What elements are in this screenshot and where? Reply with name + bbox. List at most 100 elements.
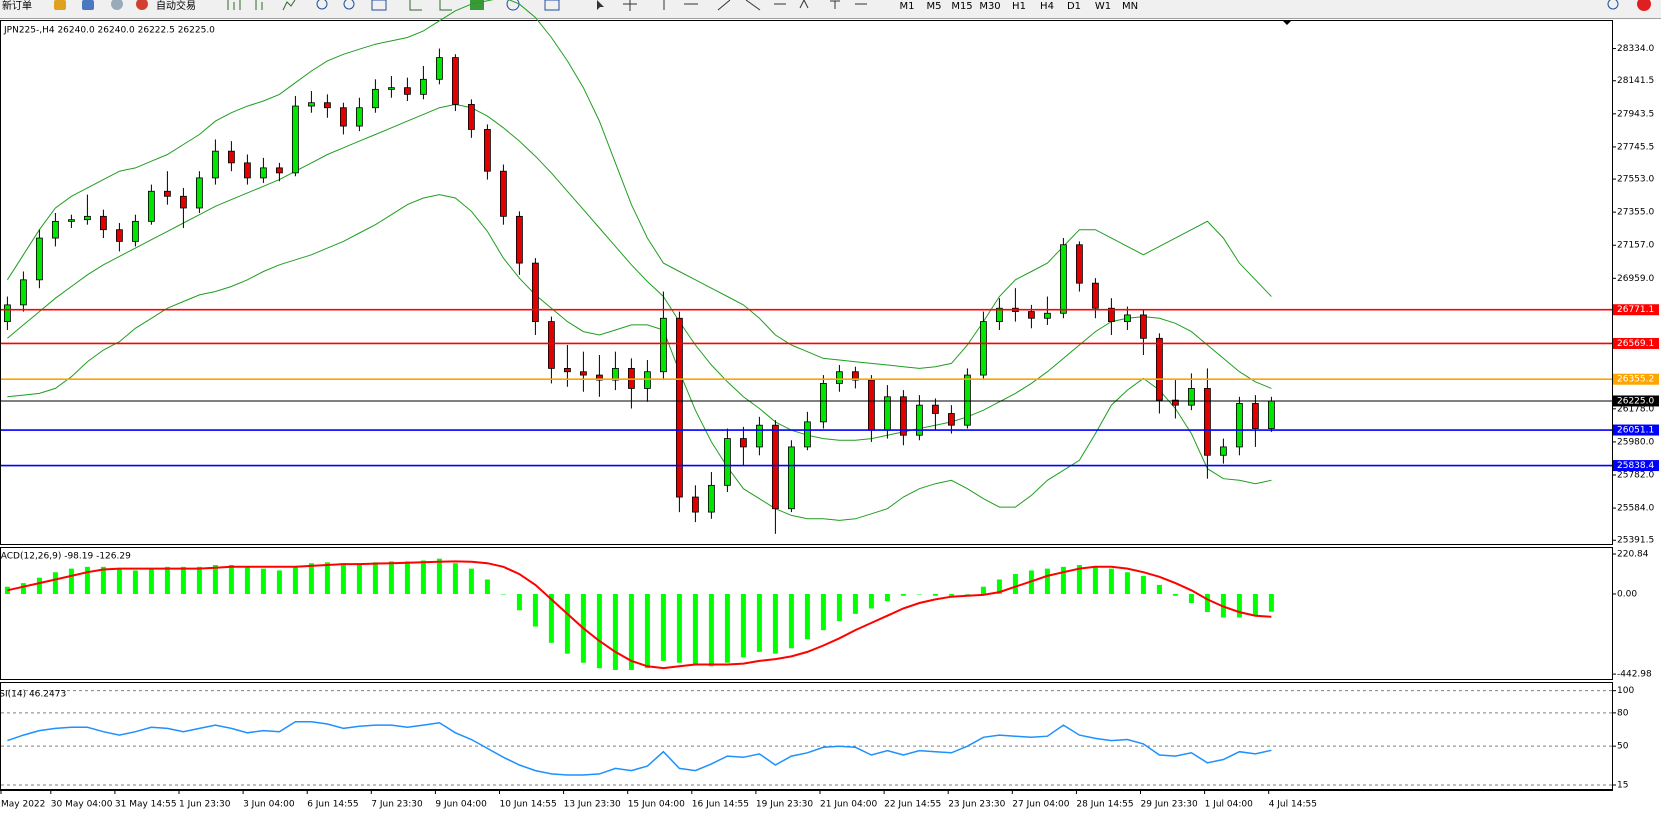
candle-body <box>580 371 587 376</box>
timeframe-button[interactable]: H4 <box>1040 1 1054 12</box>
chart-title: JPN225-,H4 26240.0 26240.0 26222.5 26225… <box>3 26 215 36</box>
timeframe-button[interactable]: M15 <box>951 1 972 12</box>
candle-chart-icon[interactable] <box>255 0 263 10</box>
price-label-box <box>1613 460 1659 472</box>
toolbar-icon[interactable] <box>111 0 123 10</box>
notification-icon[interactable] <box>1637 0 1651 11</box>
x-tick-label: 9 Jun 04:00 <box>435 800 487 810</box>
macd-bar <box>1124 572 1130 594</box>
price-label: 26051.1 <box>1617 426 1654 436</box>
cursor-icon[interactable] <box>597 0 604 10</box>
timeframe-button[interactable]: M1 <box>900 1 915 12</box>
candle-body <box>564 367 571 373</box>
main-panel-frame <box>0 20 1613 545</box>
x-tick-label: 28 Jun 14:55 <box>1076 800 1133 810</box>
tile-icon[interactable] <box>371 0 387 11</box>
toolbar-icon[interactable] <box>54 0 66 10</box>
timeframe-button[interactable]: H1 <box>1012 1 1026 12</box>
candle-body <box>900 396 907 436</box>
y-tick-label: 27943.5 <box>1617 109 1654 119</box>
candle-body <box>868 379 875 431</box>
macd-bar <box>276 570 282 594</box>
candle-body <box>1220 446 1227 456</box>
candle-body <box>163 190 171 197</box>
candle-body <box>307 102 315 107</box>
candle-body <box>628 367 635 389</box>
search-icon[interactable] <box>1607 0 1619 10</box>
candle-body <box>1076 244 1083 284</box>
macd-bar <box>772 593 778 654</box>
y-tick-label: 27355.0 <box>1617 208 1654 218</box>
y-tick-label: 25980.0 <box>1617 437 1654 447</box>
macd-bar <box>196 566 202 594</box>
macd-bar <box>676 593 682 663</box>
x-tick-label: 31 May 14:55 <box>115 800 177 810</box>
macd-bar <box>756 593 762 652</box>
macd-bar <box>1172 593 1178 596</box>
macd-bar <box>820 593 826 631</box>
new-order-button[interactable]: 新订单 <box>2 0 32 12</box>
macd-bar <box>20 583 26 594</box>
macd-bar <box>836 593 842 622</box>
shift-icons[interactable] <box>409 0 452 11</box>
y-tick-label: 25391.5 <box>1617 536 1654 546</box>
macd-bar <box>948 593 954 596</box>
macd-bar <box>852 593 858 614</box>
x-tick-label: 15 Jun 04:00 <box>628 800 685 810</box>
text-icons[interactable] <box>799 0 867 9</box>
indicator-icon[interactable] <box>470 0 484 10</box>
macd-bar <box>1140 575 1146 594</box>
timeframe-button[interactable]: M5 <box>927 1 942 12</box>
price-label: 26569.1 <box>1617 339 1654 349</box>
bollinger-band <box>7 103 1272 441</box>
candle-body <box>291 105 299 174</box>
candle-body <box>451 57 459 105</box>
x-tick-label: 22 Jun 14:55 <box>884 800 941 810</box>
y-tick-label: 27553.0 <box>1617 175 1654 185</box>
auto-trading-icon[interactable] <box>136 0 148 10</box>
y-tick-label: -442.98 <box>1617 670 1652 680</box>
rsi-panel-frame <box>0 682 1613 790</box>
drawing-icons[interactable] <box>663 0 786 11</box>
candle-body <box>644 371 651 389</box>
timeframe-button[interactable]: D1 <box>1067 1 1081 12</box>
macd-bar <box>692 593 698 665</box>
candle-body <box>1268 400 1275 429</box>
line-chart-icon[interactable] <box>282 0 296 11</box>
candle-body <box>932 404 939 414</box>
macd-bar <box>708 593 714 667</box>
timeframe-button[interactable]: W1 <box>1095 1 1111 12</box>
timeframe-button[interactable]: M30 <box>979 1 1000 12</box>
candle-body <box>467 103 475 130</box>
template-icon[interactable] <box>544 0 560 11</box>
rsi-line <box>7 720 1272 776</box>
x-tick-label: 29 Jun 23:30 <box>1141 800 1198 810</box>
zoom-out-icon[interactable] <box>343 0 355 10</box>
bar-chart-icon[interactable] <box>227 0 241 10</box>
candle-body <box>100 215 107 231</box>
candle-body <box>1108 307 1115 322</box>
candle-body <box>243 162 251 179</box>
price-label-box <box>1613 373 1659 385</box>
price-label: 26355.2 <box>1617 375 1654 385</box>
x-tick-label: 16 Jun 14:55 <box>692 800 749 810</box>
macd-bar <box>596 593 602 669</box>
macd-bar <box>212 565 218 594</box>
toolbar-icon[interactable] <box>82 0 94 10</box>
x-tick-label: 3 Jun 04:00 <box>243 800 295 810</box>
zoom-in-icon[interactable] <box>316 0 328 10</box>
macd-bar <box>244 566 250 594</box>
rsi-title: RSI(14) 46.2473 <box>0 690 66 700</box>
candle-body <box>1124 314 1131 322</box>
timeframe-button[interactable]: MN <box>1122 1 1138 12</box>
macd-bar <box>340 563 346 594</box>
macd-bar <box>564 593 570 654</box>
y-tick-label: 220.84 <box>1617 549 1649 559</box>
candle-body <box>596 374 603 381</box>
y-tick-label: 100 <box>1617 686 1634 696</box>
crosshair-icon[interactable] <box>623 0 637 11</box>
candle-body <box>403 87 411 95</box>
auto-trading-button[interactable]: 自动交易 <box>156 0 196 12</box>
y-tick-label: 26178.0 <box>1617 404 1654 414</box>
